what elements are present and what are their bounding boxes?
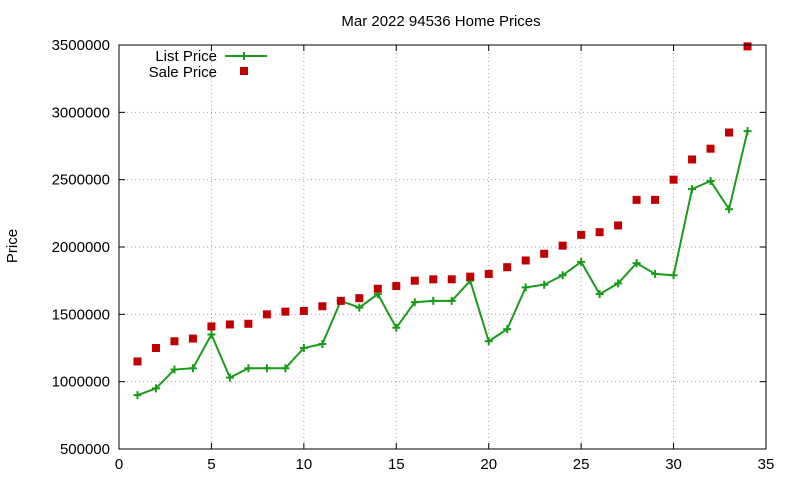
sale-price-point [429, 275, 438, 284]
list-price-point [225, 373, 234, 382]
list-price-point [651, 269, 660, 278]
sale-price-point [207, 322, 216, 331]
list-price-point [188, 364, 197, 373]
sale-price-point [540, 249, 549, 258]
list-price-point [355, 303, 364, 312]
chart-title: Mar 2022 94536 Home Prices [341, 13, 540, 30]
sale-price-point [318, 302, 327, 311]
legend-label-sale-price: Sale Price [149, 64, 217, 81]
y-axis-label: Price [4, 229, 21, 263]
sale-price-point [688, 155, 697, 164]
list-price-point [484, 337, 493, 346]
list-price-point [503, 325, 512, 334]
list-price-point [743, 127, 752, 136]
y-tick-label: 2000000 [52, 239, 110, 256]
list-price-point [392, 323, 401, 332]
sale-price-point [373, 284, 382, 293]
y-tick-label: 3500000 [52, 37, 110, 54]
list-price-point [540, 280, 549, 289]
sale-price-point [614, 221, 623, 230]
list-price-point [262, 364, 271, 373]
sale-price-point [447, 275, 456, 284]
list-price-point [632, 259, 641, 268]
sale-price-point [244, 319, 253, 328]
list-price-point [133, 391, 142, 400]
legend-marker-list-price [240, 52, 248, 60]
list-price-point [706, 177, 715, 186]
sale-price-point [299, 306, 308, 315]
list-price-point [614, 279, 623, 288]
x-tick-label: 5 [207, 456, 215, 473]
sale-price-point [188, 334, 197, 343]
x-tick-label: 0 [115, 456, 123, 473]
list-price-point [410, 298, 419, 307]
list-price-point [577, 257, 586, 266]
grid [119, 45, 766, 449]
sale-price-point [151, 344, 160, 352]
axis-ticks: 0 5 10 15 20 25 30 35 500000 1000000 1500000 200000… [52, 37, 775, 473]
sale-price-point [743, 42, 752, 51]
list-price-point [151, 384, 160, 393]
sale-price-point [669, 175, 678, 184]
list-price-point [669, 271, 678, 280]
sale-price-point [410, 276, 419, 285]
x-tick-label: 10 [296, 456, 313, 473]
list-price-point [447, 296, 456, 305]
sale-price-point [725, 128, 734, 137]
legend: List Price Sale Price [149, 48, 267, 81]
sale-price-point [281, 307, 290, 316]
x-tick-label: 20 [480, 456, 497, 473]
list-price-point [725, 205, 734, 214]
sale-price-point [595, 228, 604, 237]
x-tick-label: 15 [388, 456, 405, 473]
sale-price-point [558, 241, 567, 250]
list-price-point [299, 344, 308, 352]
y-tick-label: 1000000 [52, 374, 110, 391]
y-tick-label: 500000 [60, 441, 110, 458]
sale-price-point [632, 195, 641, 204]
sale-price-point [484, 269, 493, 278]
list-price-point [558, 271, 567, 280]
sale-price-point [133, 357, 142, 366]
y-tick-label: 2500000 [52, 172, 110, 189]
list-price-point [207, 330, 216, 339]
x-tick-label: 30 [665, 456, 682, 473]
list-price-point [244, 364, 253, 373]
list-price-point [595, 290, 604, 299]
list-price-point [521, 283, 530, 292]
sale-price-point [706, 144, 715, 153]
sale-price-point [392, 282, 401, 291]
list-price-point [170, 365, 179, 374]
x-tick-label: 35 [758, 456, 775, 473]
list-price-point [429, 296, 438, 305]
plot-frame [118, 44, 767, 450]
list-price-point [281, 364, 290, 373]
series-layer [133, 42, 752, 400]
sale-price-point [521, 256, 530, 265]
sale-price-point [170, 337, 179, 346]
sale-price-point [225, 320, 234, 329]
sale-price-point [355, 294, 364, 303]
list-price-line [137, 130, 749, 397]
sale-price-point [466, 272, 475, 281]
y-tick-label: 1500000 [52, 306, 110, 323]
legend-marker-sale-price [240, 67, 248, 75]
sale-price-point [336, 296, 345, 305]
x-tick-label: 25 [573, 456, 590, 473]
sale-price-point [503, 263, 512, 272]
legend-label-list-price: List Price [155, 48, 217, 65]
list-price-point [318, 339, 327, 348]
list-price-point [688, 185, 697, 194]
sale-price-point [577, 230, 586, 239]
sale-price-point [651, 195, 660, 204]
sale-price-point [262, 310, 271, 319]
y-tick-label: 3000000 [52, 104, 110, 121]
